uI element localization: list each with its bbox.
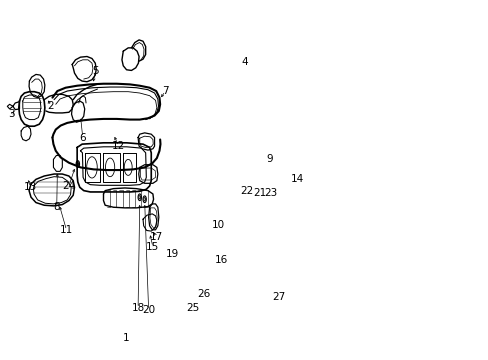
Text: 15: 15 [146, 242, 159, 252]
Text: 13: 13 [24, 182, 37, 192]
Text: 25: 25 [185, 303, 199, 313]
Text: 19: 19 [166, 249, 179, 259]
Text: 24: 24 [62, 181, 75, 191]
Text: 20: 20 [142, 305, 155, 315]
Text: 16: 16 [214, 255, 227, 265]
Text: 27: 27 [271, 292, 285, 302]
Text: 23: 23 [264, 188, 277, 198]
Text: 1: 1 [122, 333, 129, 343]
Text: 26: 26 [197, 288, 210, 298]
Text: 18: 18 [131, 303, 144, 313]
Text: 8: 8 [53, 202, 60, 212]
Text: 6: 6 [79, 132, 86, 143]
Text: 2: 2 [47, 101, 53, 111]
Text: 3: 3 [9, 109, 15, 119]
Text: 4: 4 [241, 58, 247, 67]
Text: 9: 9 [266, 154, 273, 165]
Text: 17: 17 [149, 232, 163, 242]
Text: 21: 21 [252, 188, 265, 198]
Text: 22: 22 [240, 186, 253, 195]
Text: 11: 11 [60, 225, 73, 235]
Text: 5: 5 [92, 66, 99, 76]
Text: 10: 10 [212, 220, 225, 230]
Text: 7: 7 [162, 86, 168, 96]
Text: 14: 14 [291, 174, 304, 184]
Text: 12: 12 [112, 141, 125, 151]
